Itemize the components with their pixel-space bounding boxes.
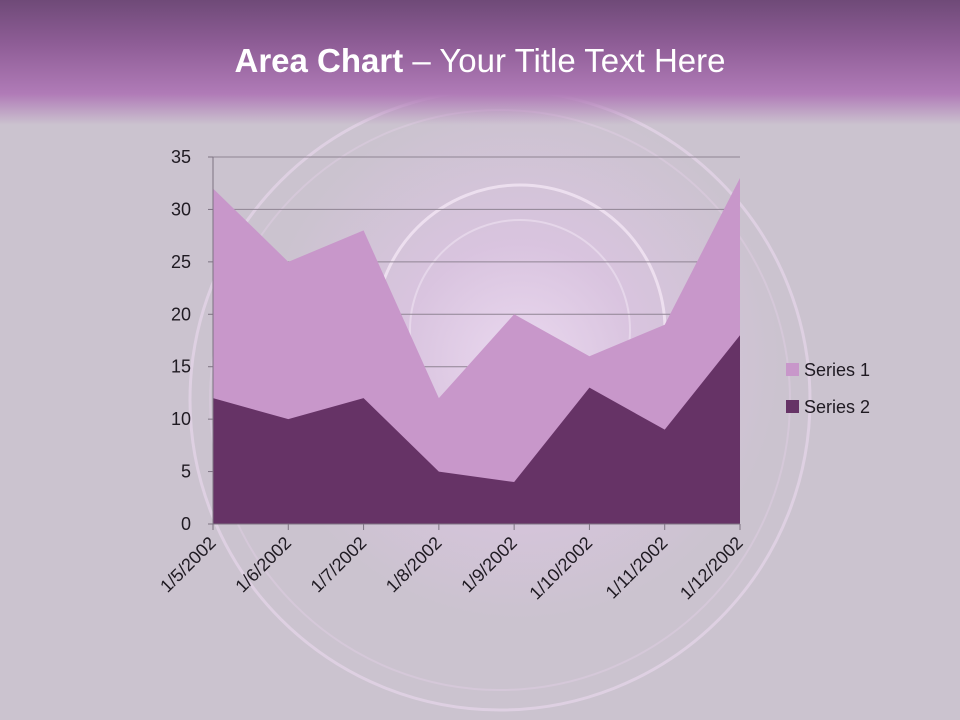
x-tick-label: 1/9/2002	[457, 533, 521, 597]
y-tick-label: 0	[181, 514, 191, 534]
y-tick-label: 10	[171, 409, 191, 429]
axes	[212, 157, 740, 525]
series-areas	[213, 177, 740, 524]
title-bold: Area Chart	[234, 42, 404, 79]
y-tick-label: 20	[171, 304, 191, 324]
title-rest: – Your Title Text Here	[403, 42, 726, 79]
header-band	[0, 0, 960, 125]
y-tick-label: 5	[181, 462, 191, 482]
legend-swatch-series-1	[786, 363, 799, 376]
legend: Series 1 Series 2	[786, 360, 870, 417]
y-tick-label: 30	[171, 199, 191, 219]
y-tick-label: 25	[171, 252, 191, 272]
legend-label-series-2: Series 2	[804, 397, 870, 417]
x-tick-label: 1/10/2002	[525, 533, 596, 604]
legend-label-series-1: Series 1	[804, 360, 870, 380]
y-tick-label: 15	[171, 357, 191, 377]
slide-title: Area Chart – Your Title Text Here	[0, 42, 960, 80]
area-series-2	[213, 335, 740, 524]
x-tick-label: 1/11/2002	[602, 533, 672, 603]
x-tick-label: 1/7/2002	[307, 533, 371, 597]
y-tick-label: 35	[171, 147, 191, 167]
x-tick-label: 1/12/2002	[676, 533, 747, 604]
legend-swatch-series-2	[786, 400, 799, 413]
x-axis-ticks: 1/5/2002 1/6/2002 1/7/2002 1/8/2002 1/9/2002…	[156, 524, 747, 603]
x-tick-label: 1/6/2002	[231, 533, 295, 597]
y-axis-ticks: 0 5 10 15 20 25 30 35	[171, 147, 213, 534]
x-tick-label: 1/8/2002	[382, 533, 446, 597]
x-tick-label: 1/5/2002	[156, 533, 220, 597]
